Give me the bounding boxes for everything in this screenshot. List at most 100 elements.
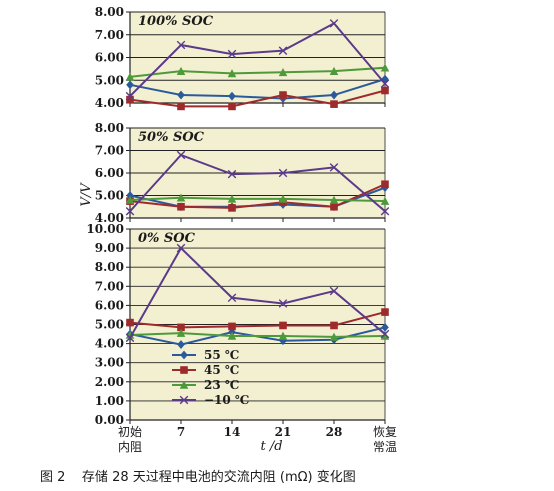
data-point xyxy=(380,329,390,339)
x-tick-label: 14 xyxy=(224,425,241,439)
data-point xyxy=(125,91,135,101)
data-point xyxy=(125,333,135,343)
data-point xyxy=(278,331,288,340)
x-tick-label: 常温 xyxy=(373,440,397,454)
data-point xyxy=(278,46,288,55)
y-tick-label: 5.00 xyxy=(95,73,124,87)
legend-label: 55 ℃ xyxy=(204,348,239,362)
data-point xyxy=(177,323,185,332)
data-point xyxy=(228,322,236,331)
legend-marker xyxy=(180,366,188,374)
data-point xyxy=(177,202,185,211)
y-tick-label: 7.00 xyxy=(95,28,124,42)
data-point xyxy=(227,293,237,303)
data-point xyxy=(177,90,185,100)
y-tick-label: 1.00 xyxy=(95,394,124,408)
series-line xyxy=(129,246,386,339)
data-point xyxy=(126,80,134,90)
data-point xyxy=(176,40,186,50)
y-tick-label: 8.00 xyxy=(95,121,124,135)
legend-marker xyxy=(180,350,188,360)
x-tick-label: 初始 xyxy=(118,425,142,439)
data-point xyxy=(380,206,390,216)
data-point xyxy=(278,67,288,77)
data-point xyxy=(279,321,287,330)
series-line xyxy=(129,332,386,338)
y-axis-label: V/V xyxy=(79,182,94,207)
data-point xyxy=(126,95,134,104)
series-line xyxy=(129,22,386,97)
series-line xyxy=(129,153,386,213)
y-tick-label: 4.00 xyxy=(95,96,124,110)
y-tick-label: 5.00 xyxy=(95,318,124,332)
legend-marker xyxy=(179,380,189,389)
data-point xyxy=(330,90,338,100)
x-tick-label: 28 xyxy=(326,425,343,439)
y-tick-label: 3.00 xyxy=(95,356,124,370)
data-point xyxy=(228,204,236,212)
data-point xyxy=(278,194,288,203)
figure-caption: 图 2 存储 28 天过程中电池的交流内阻 (mΩ) 变化图 xyxy=(40,470,356,485)
data-point xyxy=(177,102,185,111)
data-point xyxy=(380,196,390,205)
data-point xyxy=(278,299,288,308)
series-line xyxy=(129,89,386,108)
data-point xyxy=(380,79,390,88)
data-point xyxy=(380,331,390,340)
data-point xyxy=(278,168,288,178)
data-point xyxy=(381,308,389,316)
series-line xyxy=(129,66,386,78)
y-tick-label: 7.00 xyxy=(95,279,124,293)
data-point xyxy=(329,66,339,75)
data-point xyxy=(380,63,390,72)
data-point xyxy=(279,91,287,99)
series-line xyxy=(129,183,386,209)
legend-label: −10 ℃ xyxy=(204,393,249,407)
x-tick-label: 恢复 xyxy=(373,425,397,439)
data-point xyxy=(176,150,186,160)
data-point xyxy=(227,69,237,78)
data-point xyxy=(228,91,236,101)
data-point xyxy=(329,19,339,28)
data-point xyxy=(329,195,339,204)
data-point xyxy=(330,321,338,330)
panel-title: 0% SOC xyxy=(138,231,196,246)
series-line xyxy=(129,78,386,100)
panel-title: 50% SOC xyxy=(138,130,205,145)
y-tick-label: 10.00 xyxy=(86,222,124,236)
y-tick-label: 8.00 xyxy=(95,5,124,19)
x-tick-label: 21 xyxy=(275,425,292,439)
y-tick-label: 5.00 xyxy=(95,189,124,203)
data-point xyxy=(125,72,135,81)
data-point xyxy=(176,66,186,75)
data-point xyxy=(227,194,237,203)
data-point xyxy=(177,340,185,349)
y-tick-label: 6.00 xyxy=(95,166,124,180)
data-point xyxy=(125,206,135,216)
panel-title: 100% SOC xyxy=(138,14,214,29)
y-tick-label: 7.00 xyxy=(95,144,124,158)
data-point xyxy=(381,180,389,189)
y-tick-label: 2.00 xyxy=(95,375,124,389)
data-point xyxy=(228,102,236,111)
data-point xyxy=(176,328,186,337)
data-point xyxy=(176,193,186,202)
y-tick-label: 0.00 xyxy=(95,413,124,427)
data-point xyxy=(329,332,339,341)
data-point xyxy=(329,163,339,172)
legend-label: 45 ℃ xyxy=(204,363,239,377)
data-point xyxy=(125,195,135,204)
y-tick-label: 9.00 xyxy=(95,241,124,255)
y-tick-label: 6.00 xyxy=(95,298,124,312)
data-point xyxy=(329,286,339,296)
y-tick-label: 4.00 xyxy=(95,211,124,225)
data-point xyxy=(330,202,338,211)
y-tick-label: 4.00 xyxy=(95,337,124,351)
data-point xyxy=(381,322,389,332)
data-point xyxy=(381,86,389,95)
data-point xyxy=(125,330,135,339)
legend-marker xyxy=(179,395,189,405)
series-line xyxy=(129,196,386,203)
x-axis-label: t /d xyxy=(260,439,282,454)
